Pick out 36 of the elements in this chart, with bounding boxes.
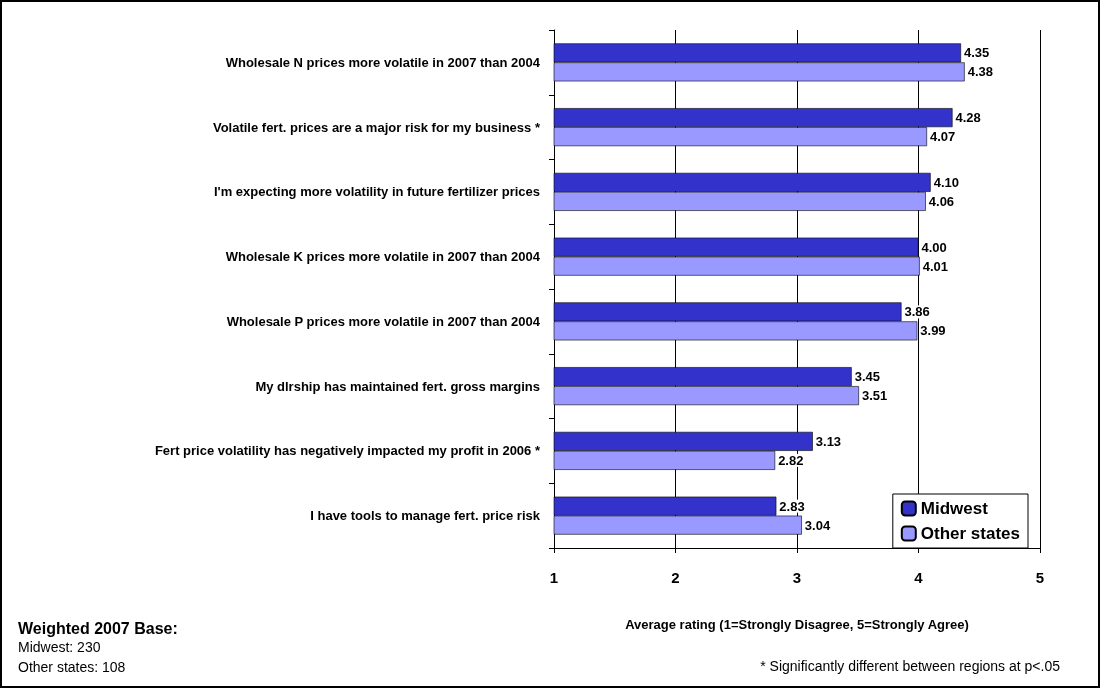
y-tick-label: Wholesale K prices more volatile in 2007 than 2004	[225, 249, 541, 265]
x-tick-label: 2	[671, 569, 680, 586]
text: Other states: 108	[18, 659, 126, 675]
data-label: 3.13	[815, 433, 842, 449]
data-label: 3.51	[861, 388, 888, 404]
text: Midwest: 230	[18, 639, 101, 655]
legend-label: Midwest	[920, 499, 989, 518]
data-label: 3.45	[854, 369, 880, 385]
data-label: 4.07	[930, 129, 956, 145]
x-axis-title: Average rating (1=Strongly Disagree, 5=Strongly Agree)	[625, 617, 969, 632]
data-label: 4.28	[955, 110, 981, 126]
x-tick-label: 1	[549, 569, 559, 586]
x-tick-label: 3	[792, 569, 802, 586]
x-tick-label: 4	[914, 569, 924, 586]
data-label: 3.86	[904, 304, 930, 320]
y-tick-label: Volatile fert. prices are a major risk for my business *	[212, 119, 541, 135]
text: Weighted 2007 Base:	[18, 619, 178, 637]
x-tick-label: 5	[1035, 569, 1045, 586]
y-tick-label: Wholesale P prices more volatile in 2007 than 2004	[226, 313, 541, 329]
legend-label: Other states	[920, 524, 1020, 543]
y-tick-label: My dlrship has maintained fert. gross margins	[255, 378, 540, 394]
text: * Significantly different between regions at p<.05	[760, 658, 1061, 674]
data-label: 2.83	[779, 498, 805, 514]
data-label: 4.01	[922, 258, 949, 274]
data-label: 3.99	[920, 323, 946, 339]
y-tick-label: Fert price volatility has negatively impacted my profit in 2006 *	[154, 443, 541, 459]
data-label: 4.10	[933, 174, 959, 190]
y-tick-label: Wholesale N prices more volatile in 2007 than 2004	[225, 54, 541, 70]
data-label: 4.00	[921, 239, 947, 255]
y-tick-label: I have tools to manage fert. price risk	[310, 508, 541, 524]
data-label: 4.38	[967, 64, 993, 80]
data-label: 2.82	[778, 452, 804, 468]
data-label: 3.04	[804, 517, 831, 533]
y-tick-label: I'm expecting more volatility in future fertilizer prices	[213, 184, 540, 200]
data-label: 4.06	[928, 193, 955, 209]
data-label: 4.35	[964, 45, 990, 61]
